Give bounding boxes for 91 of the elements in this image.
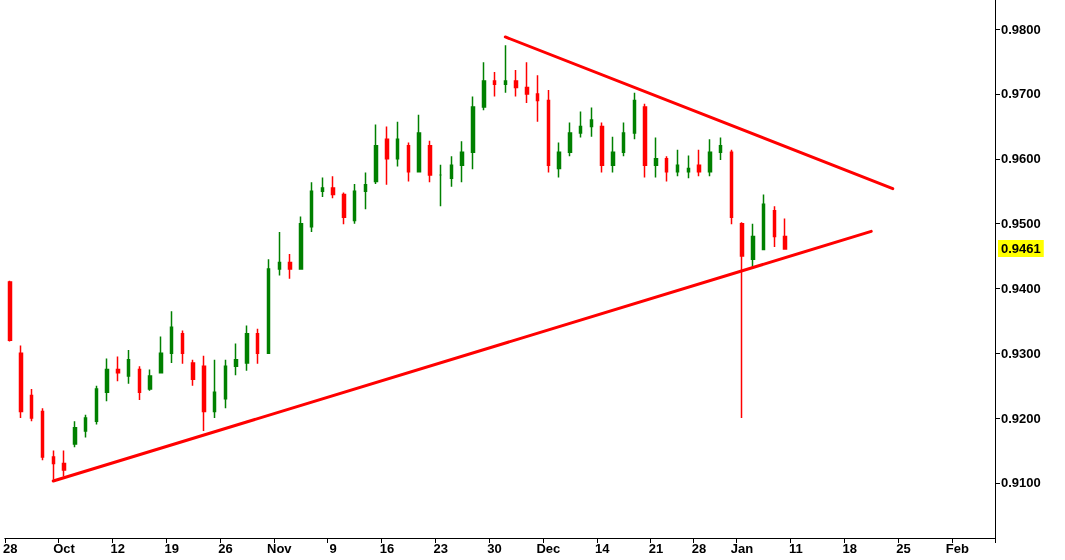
candlestick xyxy=(589,106,594,138)
candlestick xyxy=(330,175,336,200)
candlestick xyxy=(621,121,626,157)
y-tick-label: 0.9400 xyxy=(1001,280,1041,296)
candlestick xyxy=(653,136,659,179)
candlestick xyxy=(18,344,24,419)
candlestick xyxy=(395,121,400,168)
x-tick-label: 21 xyxy=(648,541,664,556)
candlestick xyxy=(83,414,88,439)
candlestick xyxy=(632,91,637,141)
candlestick xyxy=(416,113,422,173)
candlestick xyxy=(180,329,185,365)
candlestick xyxy=(277,231,282,277)
candlestick xyxy=(309,181,314,233)
text: 0.9461 xyxy=(1001,240,1041,256)
y-tick-label: 0.9200 xyxy=(1001,410,1041,426)
y-tick-label: 0.9700 xyxy=(1001,86,1041,102)
y-tick-label: 0.9600 xyxy=(1001,151,1041,167)
x-tick-label: Jan xyxy=(730,541,754,556)
x-tick-label: 16 xyxy=(379,541,395,556)
x-tick-label: Oct xyxy=(53,541,76,556)
candlestick xyxy=(772,205,777,248)
candlestick xyxy=(438,163,443,207)
candlestick xyxy=(427,139,433,183)
candlestick xyxy=(470,95,476,170)
candlestick xyxy=(664,155,669,183)
candlestick xyxy=(147,368,153,392)
candlestick xyxy=(707,138,713,178)
x-tick-label: 11 xyxy=(789,541,803,556)
candlestick xyxy=(406,141,411,183)
candlestick xyxy=(126,349,131,385)
candlestick xyxy=(137,365,142,401)
candlestick xyxy=(481,61,487,111)
candlestick xyxy=(212,359,217,419)
x-tick-label: 14 xyxy=(594,541,611,556)
x-tick-label: Nov xyxy=(266,541,293,556)
candlestick xyxy=(255,327,260,365)
y-tick-label: 0.9300 xyxy=(1001,345,1041,361)
candlestick xyxy=(298,215,304,270)
candlestick xyxy=(363,171,368,211)
candlestick xyxy=(578,110,583,139)
x-tick-label: 18 xyxy=(842,541,857,556)
candlestick xyxy=(686,154,691,179)
candlestick xyxy=(492,71,497,98)
candlestick xyxy=(449,155,454,188)
x-tick-label: 19 xyxy=(164,541,179,556)
candlestick xyxy=(7,279,13,343)
x-tick-label: 30 xyxy=(487,541,502,556)
candlestick xyxy=(190,359,196,387)
x-tick-label: 28 xyxy=(691,541,707,556)
x-tick-label: 9 xyxy=(329,541,337,556)
candlestick xyxy=(233,342,239,377)
candlestick xyxy=(104,357,110,402)
candlestick xyxy=(718,136,723,161)
x-tick-label: Feb xyxy=(945,541,969,556)
candlestick xyxy=(675,148,680,178)
candlestick xyxy=(201,355,207,432)
candlestick xyxy=(72,420,78,448)
x-tick-label: 12 xyxy=(110,541,126,556)
candlestick xyxy=(513,69,519,98)
candlestick xyxy=(341,191,347,226)
candlestick xyxy=(352,183,357,225)
x-tick-label: Dec xyxy=(536,541,561,556)
x-tick-label: 26 xyxy=(218,541,233,556)
y-tick-label: 0.9800 xyxy=(1001,21,1041,37)
candlestick xyxy=(115,355,121,382)
candlestick xyxy=(782,217,788,251)
candlestick xyxy=(61,449,67,478)
candlestick xyxy=(503,44,508,94)
y-tick-label: 0.9100 xyxy=(1001,475,1041,491)
candlestick xyxy=(567,121,573,157)
candlestick xyxy=(642,102,648,179)
candlestick xyxy=(158,335,164,374)
candlestick xyxy=(610,136,616,174)
candlestick xyxy=(599,121,605,174)
candlestick xyxy=(535,74,540,123)
candlestick xyxy=(373,123,379,185)
candlestick xyxy=(556,141,562,179)
candlestick xyxy=(287,253,293,280)
y-tick-label: 0.9500 xyxy=(1001,216,1041,232)
x-tick-label: 28 xyxy=(2,541,18,556)
candlestick xyxy=(696,148,702,178)
candlestick xyxy=(223,359,228,410)
x-tick-label: 23 xyxy=(433,541,448,556)
candlestick xyxy=(459,140,465,183)
candlestick xyxy=(384,125,390,186)
candlestick xyxy=(169,310,174,364)
candlestick xyxy=(244,324,250,372)
x-tick-label: 25 xyxy=(896,541,911,556)
candlestick xyxy=(320,176,325,198)
candlestick xyxy=(524,61,530,104)
